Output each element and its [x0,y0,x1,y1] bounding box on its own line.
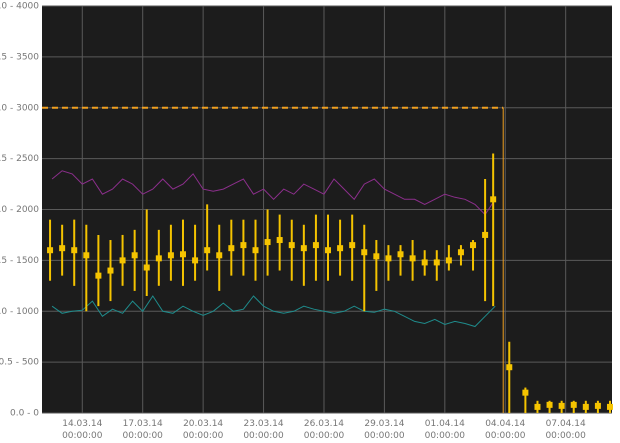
point-marker [373,253,380,260]
point-marker [192,257,199,264]
point-marker [397,251,404,258]
y-tick-label: 1.0 - 1000 [0,307,39,317]
y-tick-label: 0.0 - 0 [10,409,39,419]
point-marker [325,247,332,254]
point-marker [204,247,211,254]
point-marker [337,245,344,252]
point-marker [594,402,601,409]
point-marker [506,364,513,371]
point-marker [606,403,613,410]
point-marker [83,252,90,259]
point-marker [252,247,259,254]
point-marker [490,196,497,203]
point-marker [433,259,440,266]
point-marker [312,242,319,249]
point-marker [264,239,271,246]
y-tick-label: 2.0 - 2000 [0,205,39,215]
point-marker [421,259,428,266]
point-marker [107,267,114,274]
point-marker [546,401,553,408]
point-marker [276,237,283,244]
x-tick-label: 01.04.14 00:00:00 [424,419,466,441]
x-tick-label: 17.03.14 00:00:00 [122,419,163,441]
x-tick-label: 29.03.14 00:00:00 [364,419,405,441]
series-line [51,170,496,216]
point-marker [119,257,126,264]
point-marker [167,252,174,259]
point-marker [300,245,307,252]
point-marker [534,403,541,410]
point-marker [71,247,78,254]
y-tick-label: 1.5 - 1500 [0,256,39,266]
point-marker [522,389,529,396]
y-tick-label: 0.5 - 500 [0,358,39,368]
point-marker [59,245,66,252]
point-marker [131,252,138,259]
point-marker [361,249,368,256]
x-tick-label: 07.04.14 00:00:00 [545,419,586,441]
y-tick-label: 3.0 - 3000 [0,103,39,113]
x-tick-label: 23.03.14 00:00:00 [243,419,284,441]
point-marker [349,242,356,249]
point-marker [558,402,565,409]
x-tick-label: 14.03.14 00:00:00 [62,419,103,441]
x-tick-label: 20.03.14 00:00:00 [182,419,224,441]
point-marker [570,401,577,408]
point-marker [445,257,452,264]
point-marker [179,251,186,258]
point-marker [288,242,295,249]
point-marker [47,247,54,254]
series-line [51,295,496,328]
point-marker [482,231,489,238]
point-marker [155,255,162,262]
point-marker [240,242,247,249]
point-marker [409,255,416,262]
point-marker [95,272,102,279]
x-tick-label: 04.04.14 00:00:00 [485,419,526,441]
point-marker [228,245,235,252]
y-tick-label: 3.5 - 3500 [0,52,39,62]
point-marker [385,255,392,262]
point-marker [582,403,589,410]
point-marker [470,242,477,249]
x-tick-label: 26.03.14 00:00:00 [303,419,345,441]
point-marker [216,252,223,259]
point-marker [457,249,464,256]
point-marker [143,264,150,271]
y-tick-label: 2.5 - 2500 [0,154,39,164]
y-tick-label: 4.0 - 4000 [0,2,39,12]
